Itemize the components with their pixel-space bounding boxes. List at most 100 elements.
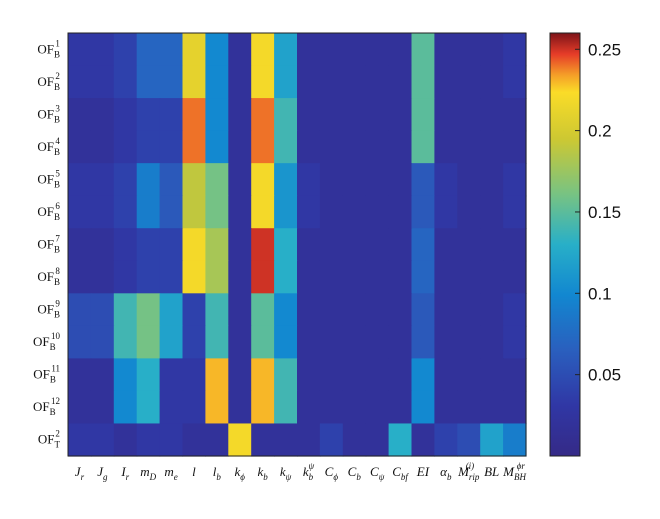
- heatmap-cell: [480, 325, 504, 359]
- heatmap-cell: [228, 33, 252, 67]
- heatmap-cell: [457, 325, 481, 359]
- heatmap-cell: [411, 260, 435, 294]
- heatmap-cell: [480, 260, 504, 294]
- column-label: l: [192, 464, 196, 479]
- heatmap-cell: [503, 423, 527, 457]
- heatmap-cell: [90, 163, 115, 197]
- heatmap-cell: [365, 260, 390, 294]
- heatmap-cell: [319, 163, 344, 197]
- heatmap-cell: [457, 358, 481, 392]
- heatmap-cell: [297, 98, 321, 132]
- heatmap-cell: [251, 228, 275, 262]
- heatmap-cell: [365, 98, 390, 132]
- heatmap-cell: [480, 130, 504, 164]
- heatmap-cell: [68, 65, 92, 99]
- heatmap-cell: [503, 293, 527, 327]
- column-label: kbψ: [303, 461, 315, 482]
- heatmap-cell: [159, 325, 184, 359]
- row-label: OFB2: [37, 71, 60, 92]
- heatmap-cell: [228, 163, 252, 197]
- column-label: Cb: [348, 464, 362, 482]
- heatmap-cell: [228, 98, 252, 132]
- heatmap-cell: [411, 163, 435, 197]
- heatmap-cell: [411, 358, 435, 392]
- row-label: OFB12: [33, 396, 60, 417]
- heatmap-cell: [480, 358, 504, 392]
- heatmap-cell: [159, 293, 184, 327]
- heatmap-cell: [159, 98, 184, 132]
- column-label: Cbf: [392, 464, 409, 482]
- column-label: kψ: [280, 464, 292, 482]
- heatmap-cell: [228, 228, 252, 262]
- row-label: OFB8: [37, 266, 60, 287]
- heatmap-cell: [113, 195, 138, 229]
- heatmap-cell: [113, 228, 138, 262]
- column-label: αb: [440, 464, 452, 482]
- heatmap-cell: [136, 325, 161, 359]
- heatmap-cell: [319, 98, 344, 132]
- heatmap-cell: [342, 130, 367, 164]
- heatmap-cell: [136, 390, 161, 425]
- heatmap-cell: [159, 260, 184, 294]
- heatmap-cell: [136, 98, 161, 132]
- heatmap-cell: [90, 130, 115, 164]
- heatmap-cell: [457, 293, 481, 327]
- heatmap-cell: [388, 163, 413, 197]
- heatmap-cell: [411, 65, 435, 99]
- heatmap-cell: [457, 390, 481, 425]
- column-label: lb: [213, 464, 222, 482]
- colorbar: 0.05 0.1 0.15 0.2 0.25: [549, 32, 621, 457]
- column-label: me: [164, 464, 177, 482]
- column-label: mD: [140, 464, 156, 482]
- heatmap-cell: [297, 130, 321, 164]
- colorbar-tick-label: 0.05: [588, 366, 621, 385]
- heatmap-cell: [319, 358, 344, 392]
- heatmap-cell: [274, 195, 298, 229]
- colorbar-gradient: [549, 32, 581, 457]
- heatmap-cell: [503, 325, 527, 359]
- column-label: kϕ: [235, 464, 246, 482]
- heatmap-cell: [68, 325, 92, 359]
- heatmap-cell: [342, 33, 367, 67]
- heatmap-cell: [503, 390, 527, 425]
- column-label: Ir: [120, 464, 129, 482]
- heatmap-cell: [159, 423, 184, 457]
- heatmap-cell: [319, 325, 344, 359]
- heatmap-cell: [68, 130, 92, 164]
- heatmap-cell: [503, 260, 527, 294]
- heatmap-cell: [297, 33, 321, 67]
- heatmap-cell: [68, 195, 92, 229]
- heatmap-cell: [411, 390, 435, 425]
- heatmap-cell: [434, 33, 458, 67]
- heatmap-cell: [434, 228, 458, 262]
- heatmap-cell: [90, 293, 115, 327]
- heatmap-cell: [274, 163, 298, 197]
- heatmap-cell: [342, 228, 367, 262]
- heatmap-cell: [457, 65, 481, 99]
- heatmap-cell: [90, 33, 115, 67]
- heatmap-cell: [480, 228, 504, 262]
- heatmap-cell: [503, 33, 527, 67]
- heatmap-cell: [480, 195, 504, 229]
- heatmap-cell: [159, 195, 184, 229]
- row-label: OFB7: [37, 234, 60, 255]
- heatmap-cell: [342, 325, 367, 359]
- heatmap-cell: [388, 325, 413, 359]
- heatmap-cell: [205, 423, 229, 457]
- column-label: EI: [416, 464, 430, 479]
- heatmap-cell: [68, 293, 92, 327]
- heatmap-cell: [182, 358, 206, 392]
- heatmap-cell: [90, 390, 115, 425]
- heatmap-cell: [159, 130, 184, 164]
- heatmap-cell: [90, 228, 115, 262]
- heatmap-cell: [205, 228, 229, 262]
- heatmap-cell: [503, 195, 527, 229]
- heatmap-cell: [182, 65, 206, 99]
- heatmap-cell: [319, 65, 344, 99]
- heatmap-cell: [388, 195, 413, 229]
- heatmap-cell: [68, 33, 92, 67]
- heatmap-cell: [136, 33, 161, 67]
- column-label: BL: [484, 464, 499, 479]
- column-label: MBHϕr: [502, 461, 526, 482]
- heatmap-cell: [365, 65, 390, 99]
